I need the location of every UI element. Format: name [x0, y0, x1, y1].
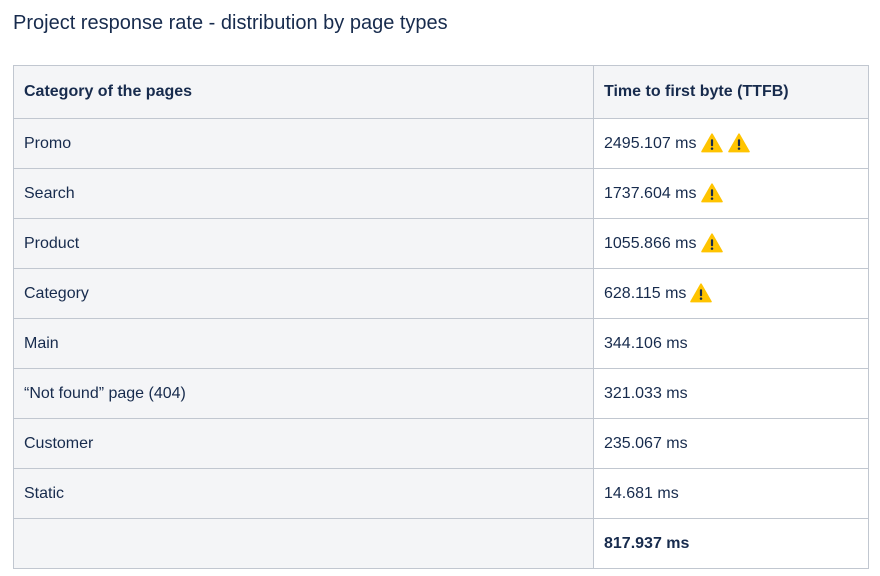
table-row: “Not found” page (404) 321.033 ms: [13, 368, 869, 419]
table-row: Product 1055.866 ms: [13, 218, 869, 269]
table-header-row: Category of the pages Time to first byte…: [13, 65, 869, 119]
ttfb-cell: 14.681 ms: [593, 468, 869, 519]
ttfb-cell: 1737.604 ms: [593, 168, 869, 219]
table-body: Promo 2495.107 ms Search 1737.604 ms Product…: [13, 118, 869, 569]
category-cell: “Not found” page (404): [13, 368, 594, 419]
ttfb-value: 344.106 ms: [604, 334, 688, 352]
warning-icon: [690, 282, 713, 303]
warning-icon: [700, 182, 723, 203]
ttfb-cell: 2495.107 ms: [593, 118, 869, 169]
total-category-cell: [13, 518, 594, 569]
ttfb-cell: 235.067 ms: [593, 418, 869, 469]
header-ttfb: Time to first byte (TTFB): [593, 65, 869, 119]
warning-icons: [690, 282, 717, 304]
category-cell: Static: [13, 468, 594, 519]
ttfb-value: 321.033 ms: [604, 384, 688, 402]
ttfb-value: 1737.604 ms: [604, 184, 697, 202]
table-row: Category 628.115 ms: [13, 268, 869, 319]
ttfb-cell: 321.033 ms: [593, 368, 869, 419]
category-cell: Product: [13, 218, 594, 269]
ttfb-value: 14.681 ms: [604, 484, 679, 502]
warning-icons: [700, 232, 728, 254]
header-category: Category of the pages: [13, 65, 594, 119]
table-row: Customer 235.067 ms: [13, 418, 869, 469]
warning-icons: [700, 182, 728, 204]
page-title: Project response rate - distribution by …: [13, 12, 448, 34]
table-row: Search 1737.604 ms: [13, 168, 869, 219]
table-row: Promo 2495.107 ms: [13, 118, 869, 169]
category-cell: Promo: [13, 118, 594, 169]
warning-icon: [700, 132, 723, 153]
total-ttfb-value: 817.937 ms: [593, 518, 869, 569]
category-cell: Customer: [13, 418, 594, 469]
ttfb-cell: 344.106 ms: [593, 318, 869, 369]
ttfb-cell: 1055.866 ms: [593, 218, 869, 269]
ttfb-cell: 628.115 ms: [593, 268, 869, 319]
table-row: Main 344.106 ms: [13, 318, 869, 369]
category-cell: Search: [13, 168, 594, 219]
ttfb-value: 628.115 ms: [604, 284, 687, 302]
warning-icon: [727, 132, 750, 153]
ttfb-value: 2495.107 ms: [604, 134, 697, 152]
table-row: Static 14.681 ms: [13, 468, 869, 519]
ttfb-value: 235.067 ms: [604, 434, 688, 452]
table-total-row: 817.937 ms: [13, 518, 869, 569]
ttfb-value: 1055.866 ms: [604, 234, 697, 252]
ttfb-distribution-table: Category of the pages Time to first byte…: [13, 65, 869, 569]
category-cell: Category: [13, 268, 594, 319]
category-cell: Main: [13, 318, 594, 369]
warning-icon: [700, 232, 723, 253]
warning-icons: [700, 132, 755, 154]
